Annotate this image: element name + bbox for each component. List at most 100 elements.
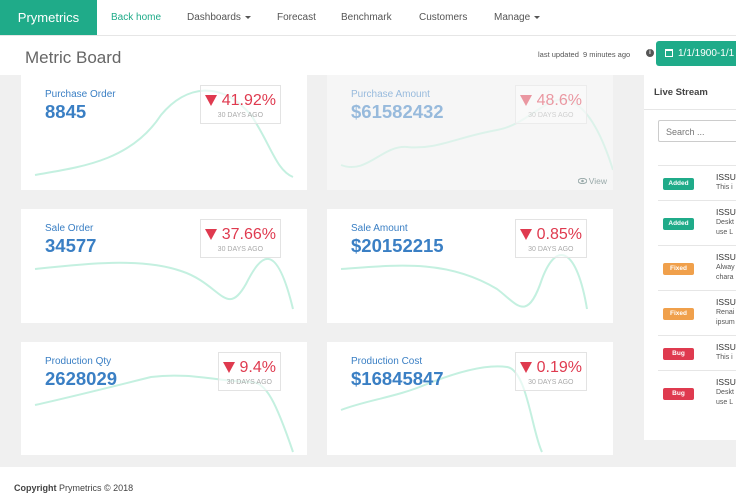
stream-item[interactable]: Fixed ISSU Renai ipsum: [658, 290, 736, 336]
nav-label: Back home: [111, 12, 162, 23]
item-title: ISSU: [716, 252, 736, 262]
down-arrow: [204, 95, 217, 106]
change-period: 30 DAYS AGO: [217, 246, 264, 253]
change: 0.19%: [519, 359, 582, 377]
card-value: 8845: [45, 101, 87, 122]
stream-item[interactable]: Added ISSU Deskt use L: [658, 200, 736, 246]
status-badge: Added: [663, 217, 694, 230]
change-value: 0.85%: [536, 226, 582, 243]
metric-card[interactable]: Purchase Order 8845 41.92% 30 DAYS AGO: [21, 75, 307, 190]
change-value: 48.6%: [536, 92, 582, 109]
brand[interactable]: Prymetrics: [0, 0, 97, 35]
calendar-icon: [665, 49, 673, 57]
updated-value: 9 minutes ago: [583, 50, 631, 59]
item-text: use L: [716, 229, 734, 236]
updated-label: last updated: [538, 50, 579, 59]
status-badge: Bug: [663, 387, 694, 400]
eye-icon: [577, 177, 588, 185]
nav-label: Customers: [419, 12, 468, 23]
footer-text: Prymetrics © 2018: [59, 483, 134, 493]
view-label: View: [588, 176, 607, 186]
change-box: 0.85% 30 DAYS AGO: [514, 219, 587, 258]
change: 41.92%: [204, 92, 276, 110]
sparkline-path: [340, 98, 613, 171]
stream-item[interactable]: Added ISSU This i: [658, 165, 736, 201]
metric-card[interactable]: Production Qty 2628029 9.4% 30 DAYS AGO: [21, 342, 307, 455]
stream-item[interactable]: Bug ISSU Deskt use L: [658, 370, 736, 416]
change: 9.4%: [222, 359, 276, 377]
change-value: 0.19%: [536, 359, 582, 376]
footer-bold: Copyright: [14, 483, 57, 493]
metric-card[interactable]: Sale Amount $20152215 0.85% 30 DAYS AGO: [327, 209, 613, 323]
change-box: 9.4% 30 DAYS AGO: [217, 352, 281, 391]
last-updated: last updated 9 minutes ago: [538, 50, 630, 59]
panel-title: Live Stream: [654, 87, 708, 98]
item-text: This i: [716, 184, 733, 191]
navbar: Prymetrics Back home Dashboards Forecast Be…: [0, 0, 736, 36]
dropdown-caret: [244, 15, 251, 19]
item-title: ISSU: [716, 342, 736, 352]
item-text: This i: [716, 354, 733, 361]
search-input[interactable]: Search ...: [658, 120, 736, 142]
date-range: 1/1/1900-1/1: [678, 48, 735, 59]
card-value: $16845847: [351, 368, 444, 389]
status-badge: Added: [663, 177, 694, 190]
divider: [644, 109, 736, 110]
sparkline-path: [34, 258, 294, 310]
change-period: 30 DAYS AGO: [528, 379, 574, 386]
card-title: Sale Order: [45, 223, 94, 234]
item-text: Alway: [716, 264, 735, 271]
change-period: 30 DAYS AGO: [217, 112, 264, 119]
down-arrow: [519, 362, 532, 373]
nav-link[interactable]: Manage: [494, 0, 541, 35]
view-link[interactable]: View: [577, 176, 607, 186]
sparkline: [34, 374, 294, 453]
nav-link[interactable]: Back home: [111, 0, 161, 35]
nav-link[interactable]: Benchmark: [341, 0, 392, 35]
change-value: 9.4%: [239, 359, 276, 376]
info-icon[interactable]: i: [646, 49, 654, 57]
item-text: chara: [716, 274, 734, 281]
metric-card[interactable]: Purchase Amount $61582432 48.6% 30 DAYS AGO…: [327, 75, 613, 190]
nav-link[interactable]: Dashboards: [187, 0, 251, 35]
stream-item[interactable]: Bug ISSU This i: [658, 335, 736, 371]
nav-label: Benchmark: [341, 12, 392, 23]
change-period: 30 DAYS AGO: [528, 112, 574, 119]
stream-item[interactable]: Fixed ISSU Alway chara: [658, 245, 736, 291]
down-arrow: [519, 95, 532, 106]
card-title: Production Cost: [351, 356, 423, 367]
card-title: Purchase Order: [45, 89, 116, 100]
item-text: Deskt: [716, 219, 734, 226]
dropdown-caret: [534, 15, 541, 19]
sparkline: [340, 98, 613, 171]
sparkline-path: [340, 254, 588, 310]
status-badge: Fixed: [663, 307, 694, 320]
date-range-button[interactable]: 1/1/1900-1/1: [656, 41, 736, 66]
card-title: Sale Amount: [351, 223, 408, 234]
footer: Copyright Prymetrics © 2018: [14, 483, 133, 493]
item-title: ISSU: [716, 172, 736, 182]
card-value: 34577: [45, 235, 97, 256]
sparkline-path: [34, 89, 294, 178]
down-arrow: [222, 362, 235, 373]
item-title: ISSU: [716, 207, 736, 217]
change: 48.6%: [519, 92, 582, 110]
sparkline-path: [34, 374, 294, 453]
nav-link[interactable]: Forecast: [277, 0, 316, 35]
sparkline: [340, 365, 543, 453]
live-stream-panel: Live Stream Search ... Added ISSU This i Adde…: [644, 75, 736, 440]
status-badge: Fixed: [663, 262, 694, 275]
change: 37.66%: [204, 226, 276, 244]
metric-card[interactable]: Production Cost $16845847 0.19% 30 DAYS AGO: [327, 342, 613, 455]
metric-card[interactable]: Sale Order 34577 37.66% 30 DAYS AGO: [21, 209, 307, 323]
item-title: ISSU: [716, 297, 736, 307]
change-value: 37.66%: [221, 226, 276, 243]
nav-label: Forecast: [277, 12, 316, 23]
nav-label: Dashboards: [187, 12, 241, 23]
nav-link[interactable]: Customers: [419, 0, 467, 35]
status-badge: Bug: [663, 347, 694, 360]
card-value: $61582432: [351, 101, 444, 122]
card-value: 2628029: [45, 368, 118, 389]
card-value: $20152215: [351, 235, 444, 256]
change: 0.85%: [519, 226, 582, 244]
